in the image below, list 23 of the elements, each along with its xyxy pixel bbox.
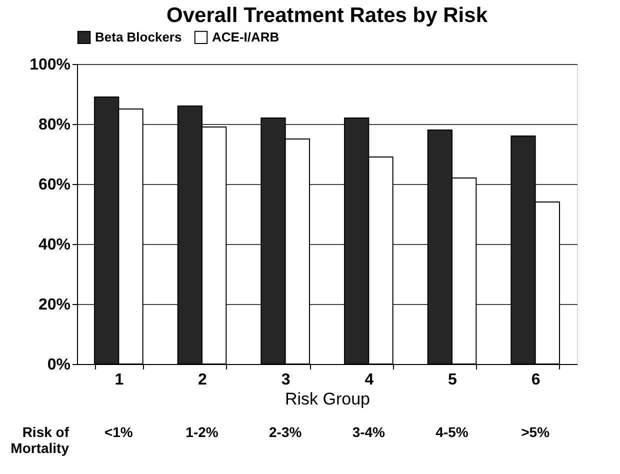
x-axis-title: Risk Group: [284, 390, 370, 408]
y-tick-label: 100%: [30, 56, 70, 74]
x-tick-label: 4: [364, 372, 374, 388]
y-tick-label: 40%: [38, 236, 70, 254]
text: 3-4%: [352, 424, 386, 440]
legend-label: ACE-I/ARB: [212, 29, 280, 44]
x-tick-label: 1: [114, 372, 124, 388]
text: 4-5%: [436, 424, 469, 440]
x-tick-label: 3: [281, 372, 290, 388]
x-tick-label: 2: [198, 372, 208, 388]
y-tick-label: 0%: [47, 356, 70, 374]
y-tick-label: 60%: [38, 176, 70, 194]
y-tick-label: 20%: [38, 296, 70, 314]
legend-label: Beta Blockers: [95, 29, 182, 44]
y-tick-label: 80%: [38, 116, 70, 134]
chart-title: Overall Treatment Rates by Risk: [166, 4, 488, 27]
text: Risk of Mortality: [10, 424, 70, 456]
text: 1-2%: [186, 424, 219, 440]
text: >5%: [521, 424, 550, 440]
text: <1%: [104, 424, 134, 440]
text: 2-3%: [268, 424, 302, 440]
x-tick-label: 5: [448, 372, 458, 388]
x-tick-label: 6: [531, 372, 540, 388]
